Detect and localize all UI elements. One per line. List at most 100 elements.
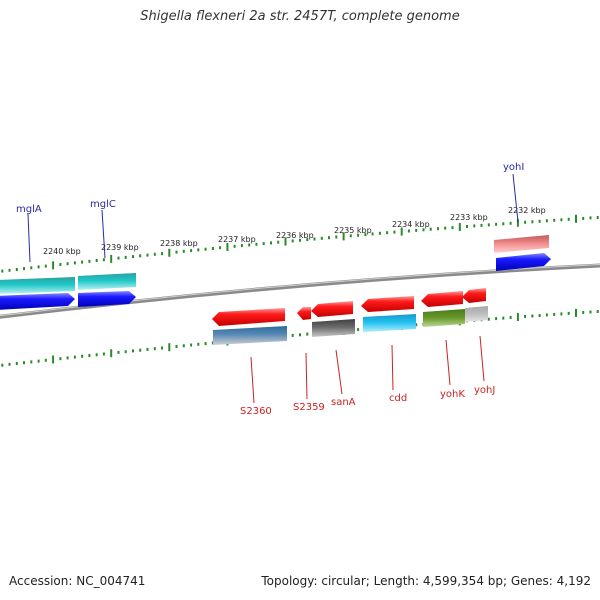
map-title: Shigella flexneri 2a str. 2457T, complet… <box>140 9 460 24</box>
major-tick <box>516 218 519 227</box>
gene-label-sanA[interactable]: sanA <box>331 397 356 408</box>
minor-tick <box>102 352 105 356</box>
feature-yohK-gene[interactable] <box>423 309 465 327</box>
major-tick <box>284 237 287 246</box>
gene-label-mglC[interactable]: mglC <box>90 199 116 210</box>
minor-tick <box>349 234 352 238</box>
minor-tick <box>306 332 309 336</box>
feature-mglA-gene[interactable] <box>0 277 75 294</box>
minor-tick <box>255 242 258 246</box>
minor-tick <box>495 222 498 226</box>
major-tick <box>575 308 577 317</box>
minor-tick <box>211 247 214 250</box>
minor-tick <box>378 231 381 235</box>
scale-label: 2238 kbp <box>160 239 198 248</box>
feature-yohK-cds[interactable] <box>421 291 463 307</box>
feature-cdd-cds[interactable] <box>361 296 414 312</box>
minor-tick <box>509 221 512 225</box>
gene-label-yohJ[interactable]: yohJ <box>474 385 495 396</box>
minor-tick <box>8 362 11 366</box>
gene-label-S2360[interactable]: S2360 <box>240 406 272 417</box>
minor-tick <box>386 231 389 235</box>
minor-tick <box>538 314 541 317</box>
feature-S2360-gene[interactable] <box>213 326 287 345</box>
major-tick <box>110 349 113 358</box>
minor-tick <box>371 232 374 236</box>
inner-tick-row <box>1 308 599 367</box>
minor-tick <box>190 249 193 253</box>
minor-tick <box>393 230 396 234</box>
feature-S2359-cds[interactable] <box>297 307 311 320</box>
minor-tick <box>262 242 265 246</box>
feature-S2360-cds[interactable] <box>212 308 285 326</box>
minor-tick <box>466 225 468 228</box>
major-tick <box>52 261 55 270</box>
scale-label: 2233 kbp <box>450 213 488 222</box>
feature-sanA-cds[interactable] <box>311 301 353 317</box>
feature-mglC-gene[interactable] <box>78 273 136 290</box>
minor-tick <box>139 348 142 352</box>
minor-tick <box>59 263 62 266</box>
feature-mglC-cds[interactable] <box>78 291 136 307</box>
minor-tick <box>30 360 33 364</box>
accession-text: Accession: NC_004741 <box>9 574 146 588</box>
minor-tick <box>407 229 410 233</box>
feature-cdd-gene[interactable] <box>363 314 416 332</box>
minor-tick <box>582 216 585 220</box>
gene-label-mglA[interactable]: mglA <box>16 204 42 215</box>
minor-tick <box>88 259 91 263</box>
feature-mglA-cds[interactable] <box>0 293 75 310</box>
minor-tick <box>23 267 25 271</box>
minor-tick <box>509 316 512 319</box>
minor-tick <box>153 347 156 351</box>
minor-tick <box>139 254 142 258</box>
minor-tick <box>44 264 47 268</box>
minor-tick <box>328 236 330 240</box>
minor-tick <box>132 349 134 353</box>
minor-tick <box>161 252 163 256</box>
major-tick <box>110 254 113 263</box>
minor-tick <box>480 223 483 227</box>
minor-tick <box>596 310 599 313</box>
minor-tick <box>1 269 4 273</box>
minor-tick <box>502 222 505 226</box>
minor-tick <box>190 343 193 347</box>
minor-tick <box>545 219 548 223</box>
minor-tick <box>132 255 134 259</box>
minor-tick <box>44 358 47 362</box>
feature-yohI-gene[interactable] <box>494 235 549 253</box>
feature-yohJ-gene[interactable] <box>465 306 488 322</box>
minor-tick <box>102 258 105 262</box>
minor-tick <box>81 354 84 358</box>
minor-tick <box>146 347 149 351</box>
gene-label-yohK[interactable]: yohK <box>440 389 465 400</box>
bottom-leaders <box>250 335 485 404</box>
minor-tick <box>233 244 236 248</box>
minor-tick <box>487 223 490 227</box>
minor-tick <box>73 355 76 359</box>
minor-tick <box>175 345 178 348</box>
scale-label: 2239 kbp <box>101 243 139 252</box>
gene-label-cdd[interactable]: cdd <box>389 393 407 404</box>
minor-tick <box>357 328 360 332</box>
feature-sanA-gene[interactable] <box>312 319 355 337</box>
minor-tick <box>502 316 505 320</box>
minor-tick <box>335 235 338 239</box>
minor-tick <box>204 247 207 251</box>
minor-tick <box>8 268 11 272</box>
major-tick <box>226 243 229 251</box>
minor-tick <box>219 246 222 250</box>
minor-tick <box>567 217 570 221</box>
feature-yohI-cds[interactable] <box>496 253 551 271</box>
feature-yohJ-cds[interactable] <box>462 288 486 303</box>
minor-tick <box>429 227 432 231</box>
minor-tick <box>204 342 207 346</box>
minor-tick <box>437 227 439 231</box>
minor-tick <box>153 252 156 256</box>
minor-tick <box>524 220 527 224</box>
top-leaders <box>27 173 519 263</box>
minor-tick <box>560 218 563 222</box>
gene-label-yohI[interactable]: yohI <box>503 162 524 173</box>
gene-label-S2359[interactable]: S2359 <box>293 402 325 413</box>
scale-label: 2234 kbp <box>392 220 430 229</box>
